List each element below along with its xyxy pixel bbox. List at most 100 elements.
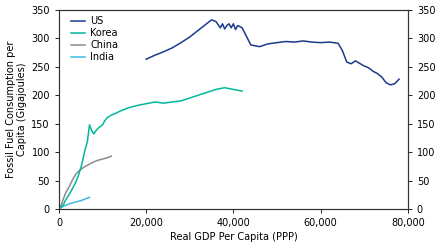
US xyxy=(366,66,371,69)
Korea xyxy=(196,94,201,97)
Line: US: US xyxy=(146,20,399,85)
Korea xyxy=(74,179,79,182)
Korea xyxy=(63,199,68,202)
Korea xyxy=(60,204,65,207)
US xyxy=(274,41,280,44)
China xyxy=(59,203,64,206)
US xyxy=(187,35,192,38)
China xyxy=(62,195,67,198)
US xyxy=(218,26,223,29)
Korea xyxy=(80,157,86,160)
US xyxy=(170,46,175,49)
India xyxy=(67,202,72,205)
Line: Korea: Korea xyxy=(61,88,242,207)
China xyxy=(58,204,64,207)
Korea xyxy=(89,129,94,132)
India xyxy=(82,197,88,200)
China xyxy=(67,184,72,187)
India xyxy=(87,196,92,199)
US xyxy=(292,41,297,44)
China xyxy=(108,155,114,158)
US xyxy=(228,26,234,29)
US xyxy=(383,81,389,84)
US xyxy=(235,24,240,27)
US xyxy=(213,20,219,23)
Korea xyxy=(205,91,210,94)
US xyxy=(331,41,336,44)
Line: China: China xyxy=(60,156,111,207)
US xyxy=(257,45,262,48)
US xyxy=(205,22,210,25)
Legend: US, Korea, China, India: US, Korea, China, India xyxy=(71,16,118,62)
China xyxy=(78,168,83,171)
Korea xyxy=(91,132,97,135)
India xyxy=(60,206,65,209)
China xyxy=(69,179,75,182)
Korea xyxy=(76,174,81,177)
US xyxy=(248,43,254,46)
US xyxy=(362,64,367,67)
Korea xyxy=(239,90,245,93)
Korea xyxy=(71,184,77,187)
China xyxy=(82,165,88,168)
US xyxy=(327,41,332,44)
US xyxy=(396,78,402,81)
China xyxy=(57,206,63,209)
US xyxy=(152,54,157,57)
Korea xyxy=(98,125,103,128)
US xyxy=(220,22,225,25)
India xyxy=(69,201,75,204)
US xyxy=(143,58,149,61)
Korea xyxy=(82,148,88,151)
US xyxy=(209,18,214,21)
US xyxy=(348,62,354,65)
India xyxy=(63,204,68,207)
US xyxy=(179,41,184,44)
US xyxy=(283,40,288,43)
Korea xyxy=(170,100,175,103)
Korea xyxy=(87,123,92,126)
US xyxy=(379,75,384,78)
India xyxy=(78,199,83,202)
US xyxy=(222,28,227,31)
Korea xyxy=(78,167,83,170)
China xyxy=(87,163,92,166)
US xyxy=(233,28,238,31)
India xyxy=(62,204,67,207)
US xyxy=(196,29,201,31)
Korea xyxy=(126,106,131,109)
Korea xyxy=(117,110,123,113)
Korea xyxy=(135,104,140,107)
Korea xyxy=(213,88,219,91)
Korea xyxy=(93,129,99,132)
Korea xyxy=(108,114,114,117)
China xyxy=(96,159,101,162)
Korea xyxy=(143,102,149,105)
US xyxy=(265,42,271,45)
US xyxy=(224,24,229,27)
US xyxy=(309,41,314,44)
China xyxy=(104,156,109,159)
China xyxy=(91,160,97,163)
Korea xyxy=(231,88,236,91)
Korea xyxy=(67,192,72,195)
Korea xyxy=(85,140,90,143)
US xyxy=(370,70,376,73)
India xyxy=(58,207,63,210)
China xyxy=(63,192,68,195)
India xyxy=(61,205,66,208)
Korea xyxy=(113,112,118,115)
US xyxy=(353,60,358,62)
Korea xyxy=(102,119,108,122)
US xyxy=(231,22,236,25)
US xyxy=(318,41,323,44)
US xyxy=(200,25,206,28)
US xyxy=(336,42,341,45)
China xyxy=(60,200,65,203)
US xyxy=(226,22,232,25)
China xyxy=(65,188,71,191)
Korea xyxy=(161,102,166,105)
US xyxy=(191,32,197,35)
US xyxy=(344,61,349,63)
China xyxy=(61,197,66,200)
